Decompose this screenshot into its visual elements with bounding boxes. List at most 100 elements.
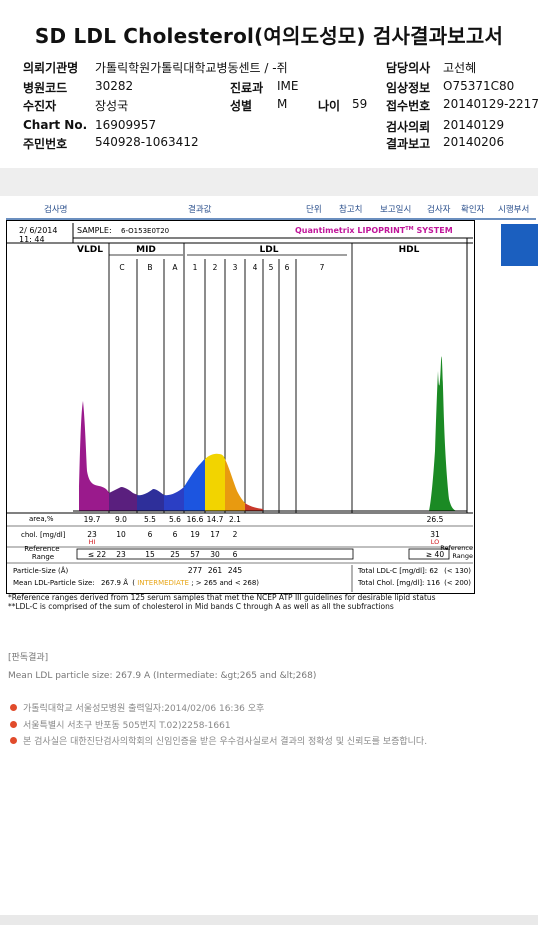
band-separators [108, 243, 353, 513]
col-unit[interactable]: 단위 [306, 205, 322, 215]
field-label-doctor: 담당의사 [386, 61, 431, 75]
reference-label-line: Reference [24, 545, 59, 553]
field-value-receipt-no: 20140129-22170 [443, 97, 538, 111]
col-confirmer[interactable]: 확인자 [461, 205, 485, 215]
ref-value: 57 [190, 550, 200, 559]
ldl3-peak [225, 459, 245, 511]
ref-value: 25 [170, 550, 180, 559]
field-label-clinical-info: 임상정보 [386, 81, 431, 95]
area-value: 26.5 [427, 515, 444, 524]
field-value-chart-no: 16909957 [95, 118, 157, 132]
report-title: SD LDL Cholesterol(여의도성모) 검사결과보고서 [34, 24, 504, 48]
field-label-resident-no: 주민번호 [23, 137, 68, 151]
particle-size-values: 277 261 245 [188, 566, 243, 575]
reference-label-line: Range [32, 553, 54, 561]
band-label: A [172, 263, 178, 272]
field-label-request-date: 검사의뢰 [386, 120, 431, 134]
row-label-area: area,% [29, 515, 54, 523]
interpretation-text: Mean LDL particle size: 267.9 A (Interme… [8, 671, 317, 681]
col-tester[interactable]: 검사자 [427, 205, 451, 215]
ref-value: ≥ 40 [426, 550, 444, 559]
total-ldl-ref: (< 130) [444, 567, 471, 575]
column-header-bar: 검사명 결과값 단위 참고치 보고일시 검사자 확인자 시행부서 [6, 200, 536, 220]
mean-size-value: 267.9 Å [101, 578, 128, 587]
footnote-1: *Reference ranges derived from 125 serum… [8, 593, 436, 602]
ref-value: 30 [210, 550, 220, 559]
reference-right-line: Range [452, 552, 473, 560]
field-value-age: 59 [352, 97, 368, 111]
band-label: 3 [233, 263, 238, 272]
size-value: 261 [208, 566, 223, 575]
footer-line-address: 서울특별시 서초구 반포동 505번지 T.02)2258-1661 [10, 718, 231, 731]
row-label-chol: chol. [mg/dl] [21, 531, 66, 539]
chol-values: 23 10 6 6 19 17 2 31 [87, 530, 440, 539]
chol-value: 10 [116, 530, 126, 539]
footer-line-certification: 본 검사실은 대한진단검사의학회의 신임인증을 받은 우수검사실로서 결과의 정… [10, 734, 427, 747]
mean-size-label: Mean LDL-Particle Size: [13, 579, 95, 587]
reference-values: ≤ 22 23 15 25 57 30 6 ≥ 40 [88, 550, 444, 559]
bullet-icon [10, 721, 17, 728]
field-label-report-date: 결과보고 [386, 137, 431, 151]
area-value: 5.5 [144, 515, 156, 524]
field-value-institution: 가톨릭학원가톨릭대학교병동센트 / -쥐 [95, 61, 288, 75]
vldl-peak [79, 401, 109, 511]
size-value: 245 [228, 566, 243, 575]
chol-value: 6 [173, 530, 178, 539]
bullet-icon [10, 704, 17, 711]
row-label-reference-right: Reference Range [440, 544, 473, 560]
col-test-name[interactable]: 검사명 [44, 205, 68, 215]
ldl1-peak [184, 459, 205, 511]
field-value-doctor: 고선혜 [443, 61, 477, 75]
ref-value: ≤ 22 [88, 550, 106, 559]
group-vldl: VLDL [77, 245, 103, 255]
midb-area [137, 489, 164, 511]
ref-value: 23 [116, 550, 126, 559]
area-values: 19.7 9.0 5.5 5.6 16.6 14.7 2.1 26.5 [84, 515, 444, 524]
lipoprint-chart: 2/ 6/2014 11: 44 SAMPLE: 6-O153E0T20 Qua… [7, 223, 473, 592]
chol-value: 2 [233, 530, 238, 539]
chol-value: 23 [87, 530, 97, 539]
size-value: 277 [188, 566, 203, 575]
mida-area [164, 487, 184, 511]
total-ldl: Total LDL-C [mg/dl]: 62 [357, 567, 438, 575]
midc-area [109, 487, 137, 511]
col-reference[interactable]: 참고치 [339, 205, 363, 215]
electrophoresis-trace [73, 356, 467, 512]
lipoprint-time: 11: 44 [19, 235, 45, 244]
chol-value: 17 [210, 530, 220, 539]
band-label: 5 [269, 263, 274, 272]
row-label-reference: Reference Range [24, 545, 61, 561]
band-label: 6 [285, 263, 290, 272]
col-report-time[interactable]: 보고일시 [380, 205, 412, 215]
hdl-peak [429, 356, 457, 511]
field-label-institution: 의뢰기관명 [23, 61, 79, 75]
section-separator [0, 168, 538, 196]
group-ldl: LDL [260, 245, 279, 255]
lipoprint-report: 2/ 6/2014 11: 44 SAMPLE: 6-O153E0T20 Qua… [6, 220, 475, 594]
sample-label: SAMPLE: [77, 226, 112, 235]
interpretation-heading: [판독결과] [8, 653, 49, 663]
band-labels: C B A 1 2 3 4 5 6 7 [119, 263, 324, 272]
reference-box-hdl [408, 548, 450, 560]
area-value: 19.7 [84, 515, 101, 524]
field-label-age: 나이 [318, 99, 341, 113]
band-label: 1 [193, 263, 198, 272]
bullet-icon [10, 737, 17, 744]
chol-value: 31 [430, 530, 440, 539]
footer-line-hospital: 가톨릭대학교 서울성모병원 출력일자:2014/02/06 16:36 오후 [10, 701, 264, 714]
band-label: 2 [213, 263, 218, 272]
col-department[interactable]: 시행부서 [498, 205, 530, 215]
band-label: B [147, 263, 152, 272]
chol-value: 19 [190, 530, 200, 539]
page-footer-bar [0, 915, 538, 925]
field-label-department: 진료과 [230, 81, 264, 95]
field-value-hospital-code: 30282 [95, 79, 134, 93]
group-mid: MID [136, 245, 156, 255]
reference-box [76, 548, 354, 560]
flag-lo: LO [431, 538, 440, 546]
area-value: 16.6 [187, 515, 204, 524]
col-result[interactable]: 결과값 [188, 205, 212, 215]
field-value-clinical-info: O75371C80 [443, 79, 515, 93]
field-value-patient: 장성국 [95, 99, 129, 113]
field-value-request-date: 20140129 [443, 118, 505, 132]
